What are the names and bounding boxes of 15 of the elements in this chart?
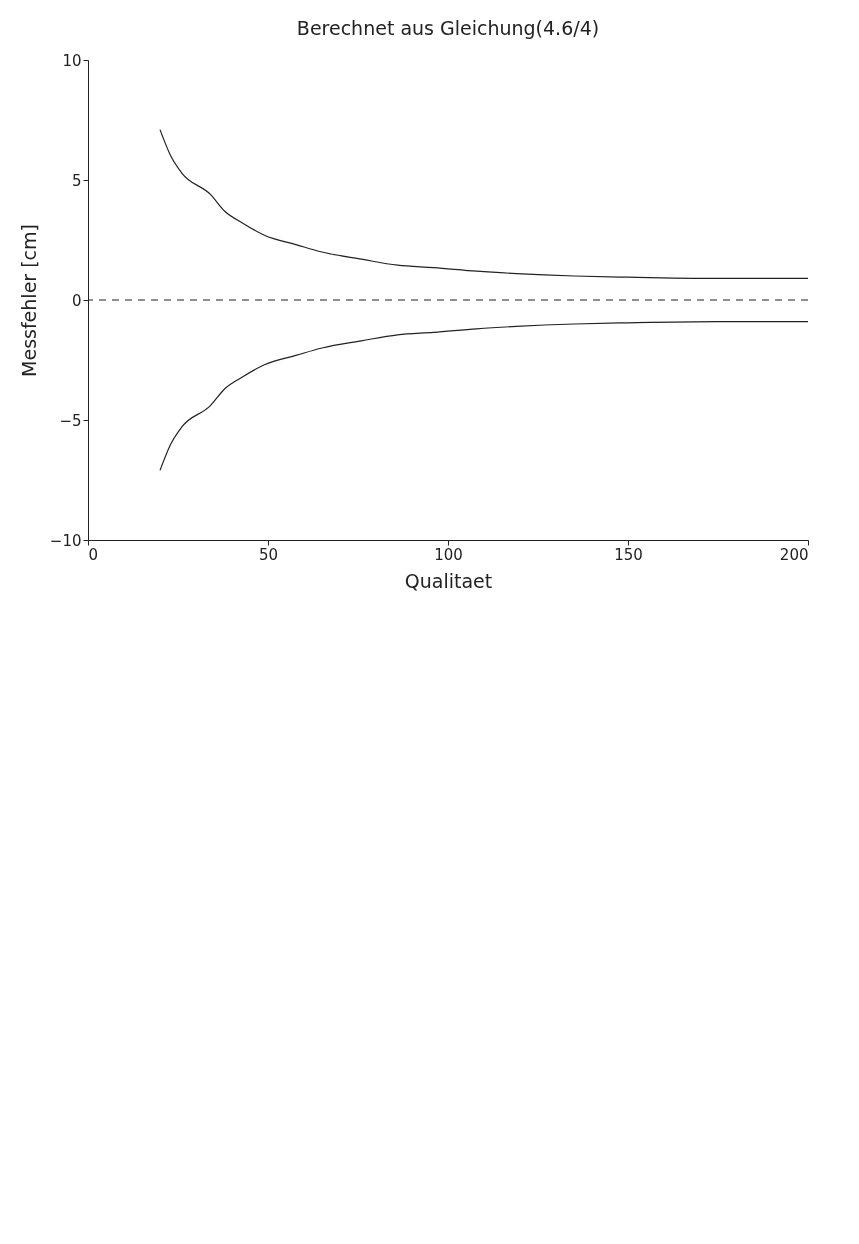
y-tick-label: 10 xyxy=(62,51,82,70)
y-tick-label: −10 xyxy=(49,531,82,550)
line-series xyxy=(159,321,809,471)
x-axis-title: Qualitaet xyxy=(404,569,493,592)
x-tick-label: 200 xyxy=(779,545,809,564)
x-tick-label: 100 xyxy=(434,545,463,564)
y-tick-label: 5 xyxy=(71,171,82,190)
line-series xyxy=(159,129,809,279)
chart-title: Berechnet aus Gleichung(4.6/4) xyxy=(296,17,600,39)
x-tick-label: 150 xyxy=(614,545,643,564)
y-axis-title: Messfehler [cm] xyxy=(17,224,40,377)
y-tick-label: −5 xyxy=(59,411,82,430)
y-tick-label: 0 xyxy=(71,291,82,310)
x-tick-label: 50 xyxy=(258,545,279,564)
x-tick-label: 0 xyxy=(88,545,99,564)
